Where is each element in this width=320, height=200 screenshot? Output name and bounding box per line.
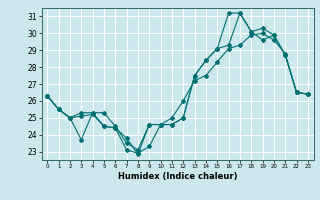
X-axis label: Humidex (Indice chaleur): Humidex (Indice chaleur) (118, 172, 237, 181)
